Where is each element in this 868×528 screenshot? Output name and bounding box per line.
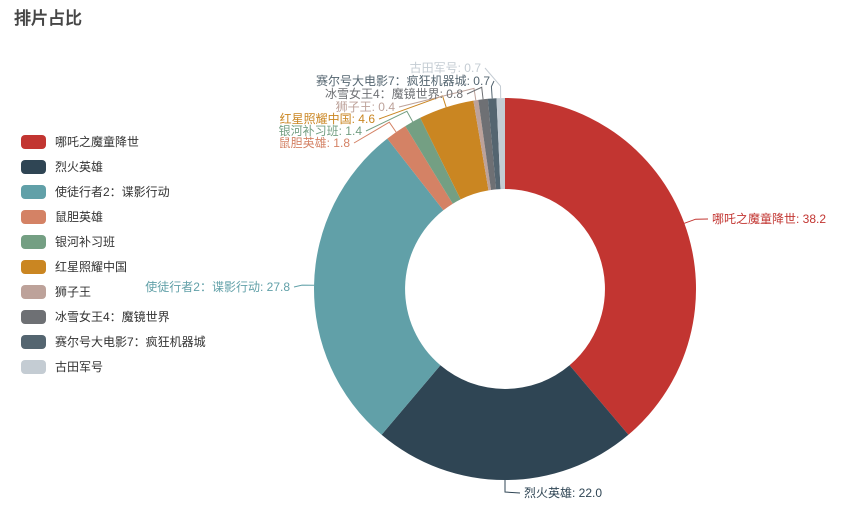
pie-slice-1[interactable] bbox=[381, 365, 629, 481]
slice-label-9: 古田军号: 0.7 bbox=[410, 60, 482, 75]
pie-slice-0[interactable] bbox=[505, 98, 697, 435]
label-line-7 bbox=[466, 86, 484, 100]
legend-swatch-icon bbox=[21, 135, 46, 149]
label-line-4 bbox=[365, 110, 414, 132]
label-line-9 bbox=[484, 67, 502, 99]
legend-label: 银河补习班 bbox=[55, 235, 116, 249]
legend-item-9[interactable]: 古田军号 bbox=[21, 360, 206, 374]
legend-item-5[interactable]: 红星照耀中国 bbox=[21, 260, 206, 274]
chart-title: 排片占比 bbox=[14, 9, 82, 28]
legend-label: 鼠胆英雄 bbox=[55, 210, 104, 224]
pie-slice-5[interactable] bbox=[420, 100, 489, 200]
pie-slice-6[interactable] bbox=[473, 99, 491, 191]
legend-item-1[interactable]: 烈火英雄 bbox=[21, 160, 206, 174]
legend-item-7[interactable]: 冰雪女王4：魔镜世界 bbox=[21, 310, 206, 324]
slice-label-5: 红星照耀中国: 4.6 bbox=[280, 111, 376, 126]
legend-label: 烈火英雄 bbox=[55, 160, 104, 174]
legend-swatch-icon bbox=[21, 160, 46, 174]
legend-label: 红星照耀中国 bbox=[55, 260, 128, 274]
label-line-1 bbox=[504, 480, 521, 494]
label-line-2 bbox=[293, 284, 315, 288]
legend-label: 赛尔号大电影7：疯狂机器城 bbox=[55, 335, 206, 349]
slice-label-7: 冰雪女王4：魔镜世界: 0.8 bbox=[325, 86, 463, 101]
slice-label-4: 银河补习班: 1.4 bbox=[279, 124, 363, 138]
legend-swatch-icon bbox=[21, 260, 46, 274]
legend-swatch-icon bbox=[21, 335, 46, 349]
legend-item-3[interactable]: 鼠胆英雄 bbox=[21, 210, 206, 224]
legend: 哪吒之魔童降世 烈火英雄使徒行者2：谍影行动 鼠胆英雄银河补习班红星照耀中国 狮子王冰… bbox=[21, 135, 206, 385]
slice-label-3: 鼠胆英雄: 1.8 bbox=[279, 135, 351, 150]
label-line-6 bbox=[398, 87, 477, 108]
legend-item-0[interactable]: 哪吒之魔童降世 bbox=[21, 135, 206, 149]
slice-label-6: 狮子王: 0.4 bbox=[336, 100, 396, 114]
slice-label-0: 哪吒之魔童降世: 38.2 bbox=[712, 211, 826, 226]
legend-swatch-icon bbox=[21, 285, 46, 299]
legend-label: 冰雪女王4：魔镜世界 bbox=[55, 310, 170, 324]
slice-label-8: 赛尔号大电影7：疯狂机器城: 0.7 bbox=[316, 73, 490, 88]
pie-slice-2[interactable] bbox=[314, 138, 444, 435]
legend-label: 古田军号 bbox=[55, 360, 104, 374]
pie-slice-7[interactable] bbox=[478, 98, 497, 190]
legend-label: 哪吒之魔童降世 bbox=[55, 135, 140, 149]
legend-swatch-icon bbox=[21, 210, 46, 224]
legend-item-4[interactable]: 银河补习班 bbox=[21, 235, 206, 249]
pie-slice-9[interactable] bbox=[496, 98, 506, 190]
legend-swatch-icon bbox=[21, 360, 46, 374]
slice-label-2: 使徒行者2：谍影行动: 27.8 bbox=[145, 279, 290, 294]
slice-label-1: 烈火英雄: 22.0 bbox=[524, 485, 602, 500]
legend-swatch-icon bbox=[21, 185, 46, 199]
pie-slice-4[interactable] bbox=[405, 117, 461, 204]
label-line-3 bbox=[353, 121, 397, 144]
legend-item-6[interactable]: 狮子王 bbox=[21, 285, 206, 299]
pie-slice-3[interactable] bbox=[387, 126, 453, 211]
legend-swatch-icon bbox=[21, 235, 46, 249]
legend-item-8[interactable]: 赛尔号大电影7：疯狂机器城 bbox=[21, 335, 206, 349]
legend-label: 狮子王 bbox=[55, 285, 92, 299]
pie-slice-8[interactable] bbox=[487, 98, 501, 190]
legend-item-2[interactable]: 使徒行者2：谍影行动 bbox=[21, 185, 206, 199]
label-line-0 bbox=[684, 218, 709, 224]
legend-label: 使徒行者2：谍影行动 bbox=[55, 185, 170, 199]
label-line-8 bbox=[490, 80, 495, 99]
legend-swatch-icon bbox=[21, 310, 46, 324]
